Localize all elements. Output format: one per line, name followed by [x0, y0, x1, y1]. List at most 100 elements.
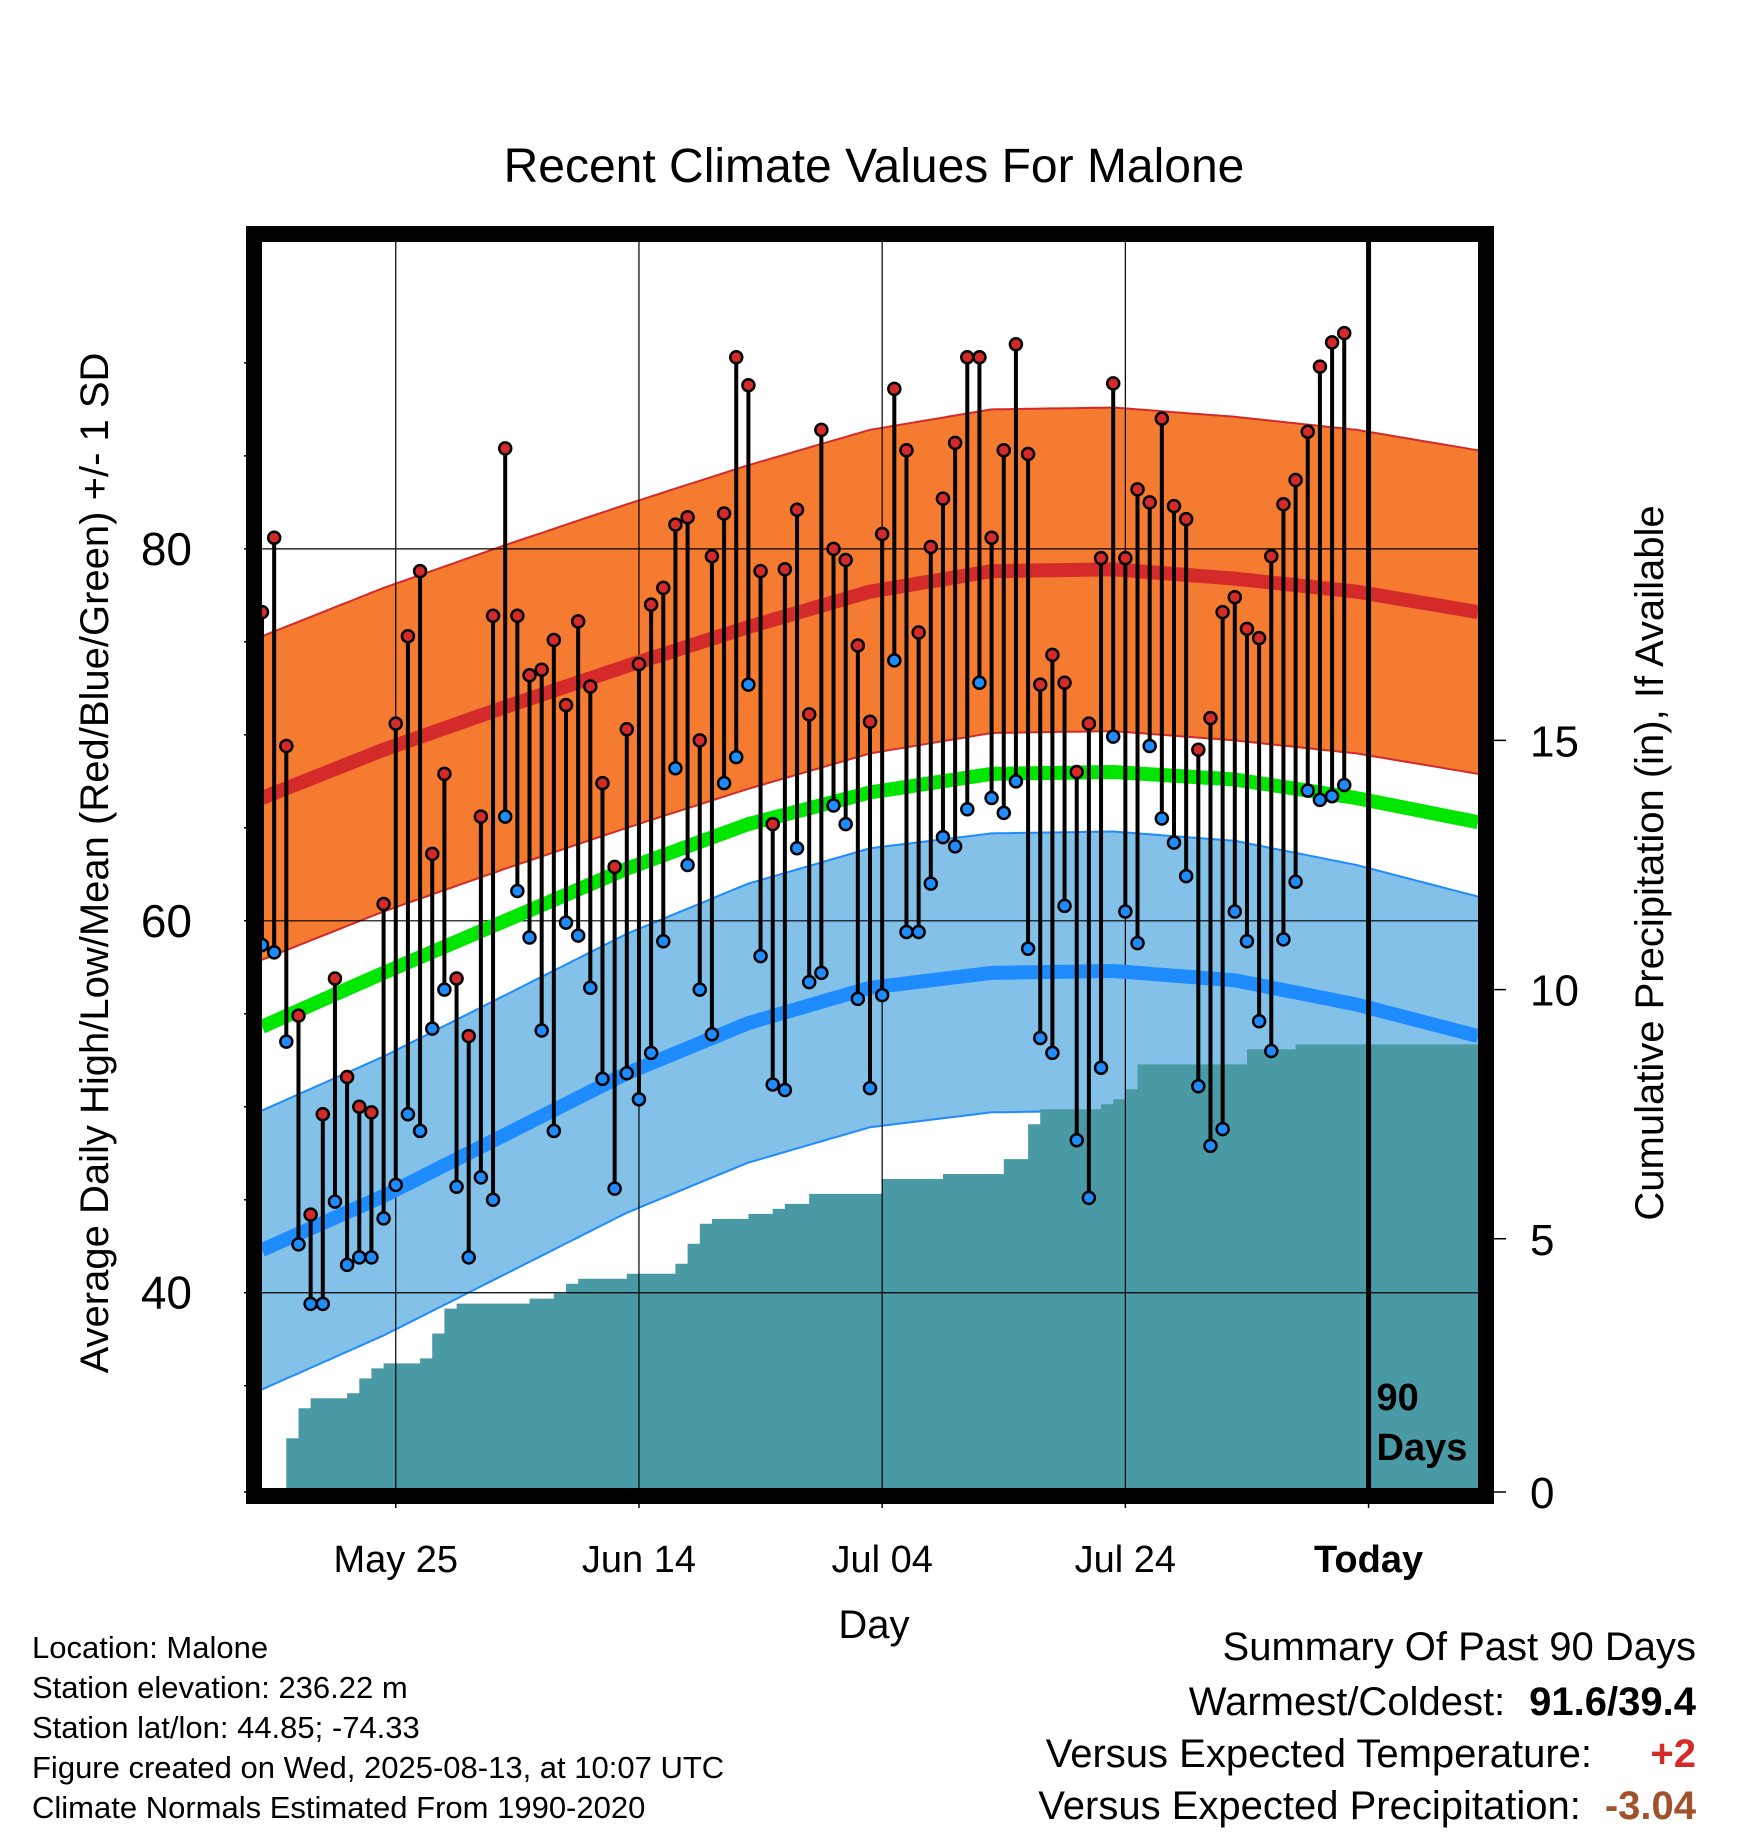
- daily-low-point: [449, 1179, 464, 1194]
- location-text: Location: Malone: [32, 1630, 269, 1665]
- daily-high-point: [862, 714, 878, 730]
- daily-high-point: [1300, 424, 1316, 439]
- daily-low-point: [704, 1026, 720, 1042]
- temp-vs-expected-label: Versus Expected Temperature:: [1045, 1732, 1592, 1776]
- daily-low-point: [1191, 1079, 1206, 1094]
- daily-high-point: [728, 350, 744, 365]
- daily-low-point: [911, 924, 926, 940]
- daily-high-point: [1215, 604, 1230, 620]
- daily-low-point: [473, 1170, 489, 1185]
- daily-low-point: [1069, 1132, 1084, 1148]
- daily-low-point: [1166, 835, 1182, 850]
- y-axis-label: Average Daily High/Low/Mean (Red/Blue/Gr…: [73, 353, 117, 1374]
- daily-low-point: [1312, 792, 1328, 808]
- daily-high-point: [911, 625, 926, 640]
- daily-low-point: [643, 1045, 659, 1061]
- daily-low-point: [364, 1250, 379, 1265]
- daily-low-point: [279, 1034, 294, 1049]
- daily-high-point: [461, 1028, 476, 1044]
- daily-high-point: [473, 809, 489, 824]
- daily-low-point: [1227, 904, 1243, 919]
- daily-high-point: [887, 381, 902, 397]
- daily-low-point: [303, 1296, 318, 1312]
- daily-high-point: [266, 530, 282, 545]
- daily-high-point: [1142, 495, 1157, 510]
- daily-low-point: [789, 841, 805, 856]
- daily-low-point: [400, 1106, 416, 1122]
- daily-low-point: [947, 839, 963, 854]
- daily-low-point: [1203, 1138, 1218, 1154]
- y-tick-label: 40: [141, 1267, 192, 1319]
- daily-high-point: [400, 629, 416, 644]
- daily-low-point: [461, 1250, 476, 1265]
- daily-high-point: [1057, 675, 1072, 690]
- daily-low-point: [327, 1194, 343, 1209]
- daily-low-point: [570, 928, 586, 943]
- summary-title: Summary Of Past 90 Days: [1222, 1625, 1696, 1669]
- precip-vs-expected-row: Versus Expected Precipitation: -3.04: [1038, 1780, 1696, 1832]
- daily-low-point: [1093, 1060, 1109, 1075]
- daily-high-point: [303, 1207, 318, 1222]
- daily-low-point: [1142, 738, 1157, 754]
- daily-high-point: [996, 443, 1012, 458]
- daily-high-point: [960, 350, 975, 365]
- daily-high-point: [412, 563, 428, 579]
- daily-high-point: [546, 632, 562, 648]
- daily-high-point: [753, 563, 768, 579]
- daily-low-point: [923, 876, 939, 891]
- daily-low-point: [1264, 1043, 1279, 1059]
- daily-low-point: [887, 653, 902, 668]
- daily-high-point: [923, 539, 939, 555]
- daily-high-point: [874, 526, 890, 542]
- daily-low-point: [935, 829, 951, 845]
- daily-low-point: [1130, 935, 1145, 951]
- temp-vs-expected-value: +2: [1650, 1732, 1696, 1776]
- daily-low-point: [437, 982, 452, 997]
- daily-low-point: [522, 930, 537, 945]
- today-marker-text: 90: [1377, 1377, 1419, 1419]
- y-tick-label: 60: [141, 895, 192, 947]
- daily-low-point: [996, 805, 1012, 821]
- daily-high-point: [327, 971, 343, 986]
- x-axis-label: Day: [838, 1603, 909, 1647]
- latlon-text: Station lat/lon: 44.85; -74.33: [32, 1710, 420, 1745]
- daily-high-point: [1069, 764, 1084, 780]
- daily-high-point: [595, 775, 610, 791]
- daily-high-point: [1105, 376, 1121, 391]
- daily-low-point: [558, 915, 574, 930]
- daily-low-point: [339, 1257, 355, 1273]
- daily-high-point: [1203, 710, 1218, 726]
- summary-panel: Summary Of Past 90 Days Warmest/Coldest:…: [1038, 1622, 1696, 1832]
- daily-high-point: [668, 517, 683, 532]
- daily-high-point: [789, 502, 805, 518]
- x-tick-label: Jul 04: [831, 1539, 932, 1581]
- daily-high-point: [485, 608, 501, 624]
- daily-high-point: [1336, 325, 1352, 341]
- daily-high-point: [376, 896, 391, 912]
- daily-high-point: [801, 707, 817, 722]
- daily-low-point: [1020, 941, 1036, 956]
- daily-low-point: [1154, 811, 1170, 826]
- daily-high-point: [704, 549, 720, 564]
- plot-content: [262, 242, 1478, 1488]
- daily-high-point: [814, 422, 829, 438]
- daily-low-point: [850, 991, 866, 1007]
- daily-high-point: [935, 491, 951, 506]
- daily-high-point: [607, 859, 622, 875]
- daily-low-point: [753, 948, 768, 964]
- daily-high-point: [1045, 647, 1060, 663]
- daily-low-point: [262, 937, 270, 953]
- temp-vs-expected-row: Versus Expected Temperature: +2: [1038, 1728, 1696, 1780]
- daily-low-point: [680, 857, 695, 873]
- daily-high-point: [291, 1008, 306, 1023]
- warmest-coldest-label: Warmest/Coldest:: [1188, 1680, 1506, 1724]
- daily-high-point: [1276, 496, 1291, 512]
- daily-high-point: [1227, 589, 1243, 605]
- x-tick-label: Today: [1314, 1539, 1423, 1581]
- daily-low-point: [388, 1177, 404, 1193]
- daily-low-point: [1239, 933, 1255, 949]
- daily-low-point: [1008, 774, 1024, 789]
- daily-high-point: [656, 580, 671, 596]
- daily-high-point: [716, 506, 732, 521]
- daily-high-point: [1312, 359, 1328, 374]
